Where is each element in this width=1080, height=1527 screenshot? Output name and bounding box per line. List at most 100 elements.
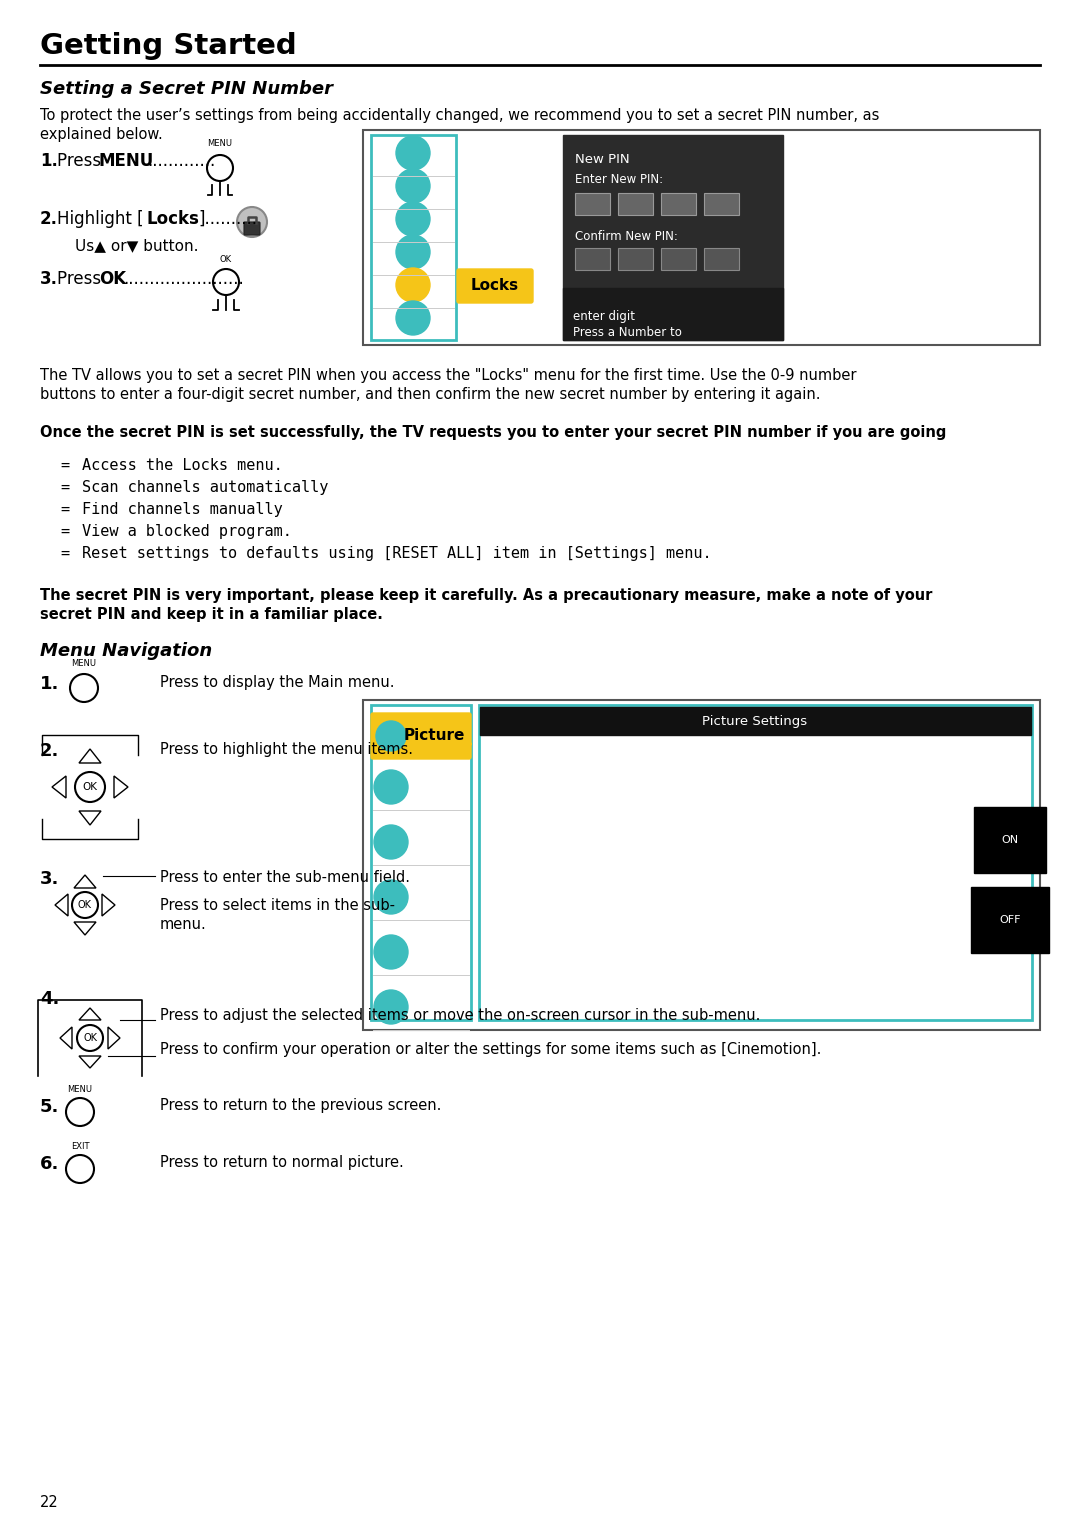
Text: Menu Navigation: Menu Navigation [40,641,213,660]
Text: The secret PIN is very important, please keep it carefully. As a precautionary m: The secret PIN is very important, please… [40,588,932,603]
FancyBboxPatch shape [575,192,610,215]
Circle shape [374,880,408,915]
Text: =: = [60,458,69,473]
Circle shape [374,989,408,1025]
Polygon shape [52,776,66,799]
Polygon shape [55,893,68,916]
Text: OK: OK [78,899,92,910]
Text: The TV allows you to set a secret PIN when you access the "Locks" menu for the f: The TV allows you to set a secret PIN wh… [40,368,856,383]
Text: MENU: MENU [99,153,154,169]
Polygon shape [75,922,96,935]
Text: =: = [60,524,69,539]
Polygon shape [79,1008,102,1020]
Circle shape [396,202,430,237]
Text: Press to confirm your operation or alter the settings for some items such as [Ci: Press to confirm your operation or alter… [160,1041,822,1057]
Polygon shape [75,875,96,889]
Text: Picture Settings: Picture Settings [702,715,808,727]
Text: =: = [60,479,69,495]
Text: explained below.: explained below. [40,127,163,142]
Circle shape [396,269,430,302]
Text: Locks: Locks [147,211,200,228]
Circle shape [374,770,408,805]
Text: 4.: 4. [40,989,59,1008]
Text: Press to select items in the sub-: Press to select items in the sub- [160,898,395,913]
FancyBboxPatch shape [704,247,739,270]
Text: OK: OK [82,782,97,793]
Text: 2.: 2. [40,742,59,760]
Text: 2.: 2. [40,211,58,228]
Text: Press to adjust the selected items or move the on-screen cursor in the sub-menu.: Press to adjust the selected items or mo… [160,1008,760,1023]
Text: Us▲ or▼ button.: Us▲ or▼ button. [75,238,199,253]
Text: Access the Locks menu.: Access the Locks menu. [82,458,283,473]
Text: Press to display the Main menu.: Press to display the Main menu. [160,675,394,690]
Text: enter digit: enter digit [573,310,635,324]
Text: =: = [60,502,69,518]
Text: Press: Press [57,153,106,169]
Circle shape [396,136,430,169]
Text: OK: OK [99,270,126,289]
FancyBboxPatch shape [244,221,260,235]
FancyBboxPatch shape [618,247,653,270]
FancyBboxPatch shape [661,247,696,270]
Text: secret PIN and keep it in a familiar place.: secret PIN and keep it in a familiar pla… [40,608,383,621]
FancyBboxPatch shape [372,705,471,1020]
Polygon shape [108,1028,120,1049]
FancyBboxPatch shape [661,192,696,215]
FancyBboxPatch shape [480,707,1031,734]
Circle shape [396,235,430,269]
Text: Press a Number to: Press a Number to [573,325,681,339]
Text: New PIN: New PIN [575,153,630,166]
Text: 1.: 1. [40,153,58,169]
Text: MENU: MENU [67,1086,93,1093]
Text: OK: OK [83,1032,97,1043]
Polygon shape [79,750,102,764]
Text: MENU: MENU [207,139,232,148]
Text: Reset settings to defaults using [RESET ALL] item in [Settings] menu.: Reset settings to defaults using [RESET … [82,547,712,560]
Text: Setting a Secret PIN Number: Setting a Secret PIN Number [40,79,333,98]
Text: 3.: 3. [40,870,59,889]
Text: OFF: OFF [999,915,1021,925]
Text: Picture: Picture [403,728,464,744]
Text: ]..........: ].......... [198,211,257,228]
Circle shape [396,169,430,203]
Text: Find channels manually: Find channels manually [82,502,283,518]
FancyBboxPatch shape [563,134,783,341]
Text: Once the secret PIN is set successfully, the TV requests you to enter your secre: Once the secret PIN is set successfully,… [40,425,946,440]
Text: Press to highlight the menu items.: Press to highlight the menu items. [160,742,413,757]
Polygon shape [102,893,114,916]
Text: Press: Press [57,270,106,289]
FancyBboxPatch shape [563,289,783,341]
Text: View a blocked program.: View a blocked program. [82,524,292,539]
Circle shape [396,301,430,334]
Text: To protect the user’s settings from being accidentally changed, we recommend you: To protect the user’s settings from bein… [40,108,879,124]
FancyBboxPatch shape [372,134,456,341]
Text: EXIT: EXIT [71,1142,90,1151]
Text: OK: OK [220,255,232,264]
Circle shape [374,935,408,970]
Text: Press to enter the sub-menu field.: Press to enter the sub-menu field. [160,870,410,886]
Text: =: = [60,547,69,560]
FancyBboxPatch shape [363,699,1040,1031]
Text: Highlight [: Highlight [ [57,211,144,228]
Text: 22: 22 [40,1495,58,1510]
Text: 6.: 6. [40,1154,59,1173]
FancyBboxPatch shape [704,192,739,215]
Text: MENU: MENU [71,660,96,667]
FancyBboxPatch shape [372,713,471,759]
Text: 1.: 1. [40,675,59,693]
Text: Locks: Locks [471,278,519,293]
FancyBboxPatch shape [575,247,610,270]
Text: Confirm New PIN:: Confirm New PIN: [575,231,678,243]
Text: Press to return to normal picture.: Press to return to normal picture. [160,1154,404,1170]
Text: menu.: menu. [160,918,206,931]
FancyBboxPatch shape [618,192,653,215]
Circle shape [376,721,406,751]
Text: buttons to enter a four-digit secret number, and then confirm the new secret num: buttons to enter a four-digit secret num… [40,386,821,402]
Text: Enter New PIN:: Enter New PIN: [575,173,663,186]
Polygon shape [60,1028,72,1049]
Text: Press to return to the previous screen.: Press to return to the previous screen. [160,1098,442,1113]
Text: 5.: 5. [40,1098,59,1116]
Polygon shape [79,1057,102,1067]
Text: 3.: 3. [40,270,58,289]
FancyBboxPatch shape [480,705,1032,1020]
